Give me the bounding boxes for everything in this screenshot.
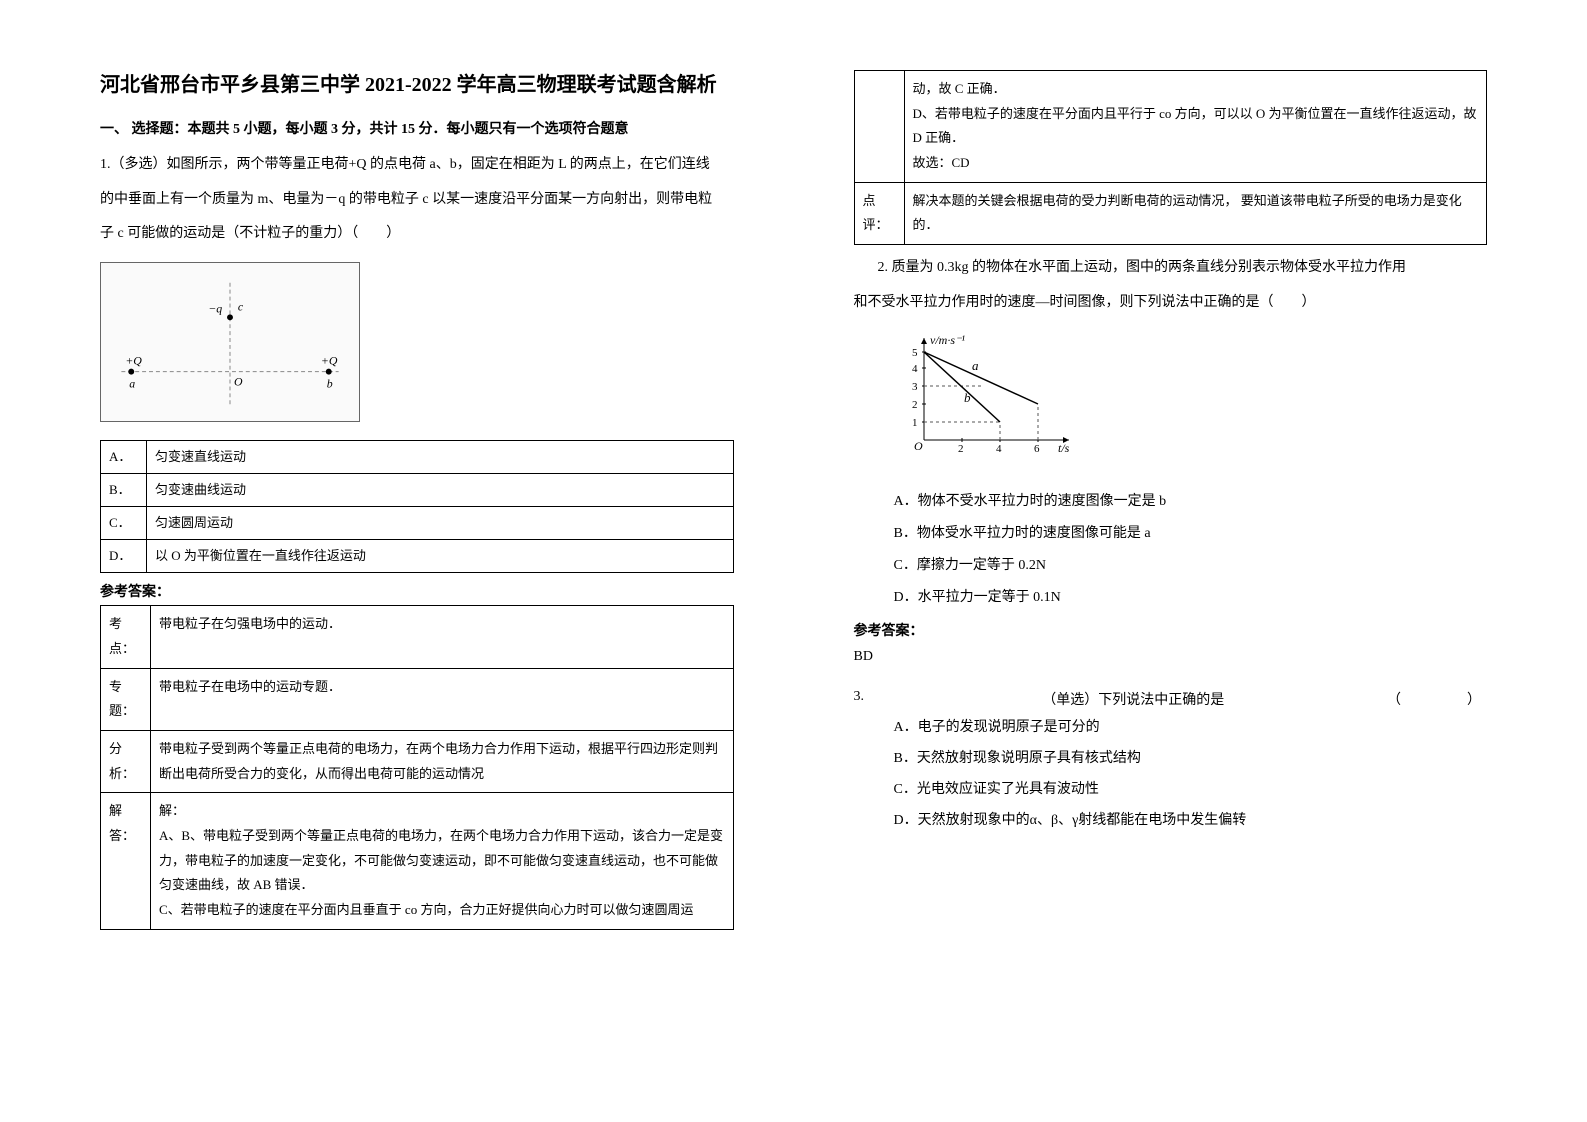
svg-text:O: O [234, 374, 243, 388]
q2-stem-line: 2. 质量为 0.3kg 的物体在水平面上运动，图中的两条直线分别表示物体受水平… [854, 255, 1488, 282]
q2-option: D．水平拉力一定等于 0.1N [894, 586, 1488, 606]
table-row: C．匀速圆周运动 [101, 506, 734, 539]
option-text: 匀变速直线运动 [147, 440, 734, 473]
q3-stem-text: （单选）下列说法中正确的是 [880, 689, 1388, 709]
option-text: 以 O 为平衡位置在一直线作往返运动 [147, 540, 734, 573]
q2-option: A．物体不受水平拉力时的速度图像一定是 b [894, 490, 1488, 510]
section-heading: 一、 选择题：本题共 5 小题，每小题 3 分，共计 15 分．每小题只有一个选… [100, 118, 734, 138]
q2-chart: O v/m·s⁻¹ t/s 1 2 3 4 5 2 4 6 [894, 330, 1084, 460]
q1-analysis-table-cont: 动，故 C 正确． D、若带电粒子的速度在平分面内且平行于 co 方向，可以以 … [854, 70, 1488, 245]
q3-block: 3. （单选）下列说法中正确的是 （ ） A．电子的发现说明原子是可分的 B．天… [854, 689, 1488, 834]
q1-options-table: A．匀变速直线运动 B．匀变速曲线运动 C．匀速圆周运动 D．以 O 为平衡位置… [100, 440, 734, 573]
analysis-label: 点评： [854, 182, 904, 244]
option-label: C． [101, 506, 147, 539]
analysis-text: 带电粒子在匀强电场中的运动． [151, 606, 734, 668]
table-row: 解答： 解： A、B、带电粒子受到两个等量正点电荷的电场力，在两个电场力合力作用… [101, 793, 734, 929]
svg-text:v/m·s⁻¹: v/m·s⁻¹ [930, 333, 965, 347]
analysis-label: 专题： [101, 668, 151, 730]
q1-analysis-table: 考点： 带电粒子在匀强电场中的运动． 专题： 带电粒子在电场中的运动专题． 分析… [100, 605, 734, 930]
table-row: 考点： 带电粒子在匀强电场中的运动． [101, 606, 734, 668]
svg-text:4: 4 [996, 443, 1002, 455]
svg-text:O: O [914, 439, 923, 453]
right-column: 动，故 C 正确． D、若带电粒子的速度在平分面内且平行于 co 方向，可以以 … [794, 0, 1587, 1122]
svg-text:5: 5 [912, 347, 918, 359]
svg-text:b: b [964, 390, 971, 405]
q3-number: 3. [854, 689, 880, 709]
option-text: 匀速圆周运动 [147, 506, 734, 539]
q2-stem-line: 和不受水平拉力作用时的速度—时间图像，则下列说法中正确的是（ ） [854, 290, 1488, 317]
q3-option: A．电子的发现说明原子是可分的 [894, 715, 1488, 740]
option-text: 匀变速曲线运动 [147, 473, 734, 506]
q2-option: C．摩擦力一定等于 0.2N [894, 554, 1488, 574]
q3-bracket: （ ） [1387, 689, 1487, 709]
option-label: B． [101, 473, 147, 506]
q3-options: A．电子的发现说明原子是可分的 B．天然放射现象说明原子具有核式结构 C．光电效… [894, 715, 1488, 834]
svg-text:a: a [972, 358, 979, 373]
answer-heading: 参考答案： [100, 581, 734, 601]
table-row: D．以 O 为平衡位置在一直线作往返运动 [101, 540, 734, 573]
svg-text:2: 2 [958, 443, 964, 455]
svg-text:−q: −q [208, 301, 222, 315]
analysis-label: 分析： [101, 730, 151, 792]
option-label: A． [101, 440, 147, 473]
svg-text:3: 3 [912, 381, 918, 393]
table-row: 动，故 C 正确． D、若带电粒子的速度在平分面内且平行于 co 方向，可以以 … [854, 71, 1487, 183]
table-row: A．匀变速直线运动 [101, 440, 734, 473]
analysis-text: 解决本题的关键会根据电荷的受力判断电荷的运动情况， 要知道该带电粒子所受的电场力… [904, 182, 1487, 244]
q1-figure: +Q a +Q b O −q c [100, 262, 360, 422]
svg-text:b: b [327, 376, 333, 390]
q3-option: C．光电效应证实了光具有波动性 [894, 777, 1488, 802]
q1-stem-line: 子 c 可能做的运动是（不计粒子的重力）（ ） [100, 221, 734, 248]
q2-answer: BD [854, 644, 1488, 671]
svg-text:a: a [129, 376, 135, 390]
analysis-label: 解答： [101, 793, 151, 929]
answer-heading: 参考答案： [854, 620, 1488, 640]
analysis-text: 带电粒子受到两个等量正点电荷的电场力，在两个电场力合力作用下运动，根据平行四边形… [151, 730, 734, 792]
q3-option: D．天然放射现象中的α、β、γ射线都能在电场中发生偏转 [894, 808, 1488, 833]
q2-option: B．物体受水平拉力时的速度图像可能是 a [894, 522, 1488, 542]
option-label: D． [101, 540, 147, 573]
svg-text:+Q: +Q [125, 353, 142, 367]
table-row: 点评： 解决本题的关键会根据电荷的受力判断电荷的运动情况， 要知道该带电粒子所受… [854, 182, 1487, 244]
table-row: 专题： 带电粒子在电场中的运动专题． [101, 668, 734, 730]
analysis-text: 带电粒子在电场中的运动专题． [151, 668, 734, 730]
svg-text:1: 1 [912, 417, 918, 429]
analysis-label [854, 71, 904, 183]
analysis-text: 解： A、B、带电粒子受到两个等量正点电荷的电场力，在两个电场力合力作用下运动，… [151, 793, 734, 929]
page-title: 河北省邢台市平乡县第三中学 2021-2022 学年高三物理联考试题含解析 [100, 70, 734, 100]
analysis-text: 动，故 C 正确． D、若带电粒子的速度在平分面内且平行于 co 方向，可以以 … [904, 71, 1487, 183]
q1-stem-line: 1.（多选）如图所示，两个带等量正电荷+Q 的点电荷 a、b，固定在相距为 L … [100, 152, 734, 179]
svg-text:4: 4 [912, 363, 918, 375]
left-column: 河北省邢台市平乡县第三中学 2021-2022 学年高三物理联考试题含解析 一、… [0, 0, 794, 1122]
svg-text:c: c [238, 299, 244, 313]
q3-option: B．天然放射现象说明原子具有核式结构 [894, 746, 1488, 771]
svg-text:6: 6 [1034, 443, 1040, 455]
analysis-label: 考点： [101, 606, 151, 668]
table-row: B．匀变速曲线运动 [101, 473, 734, 506]
table-row: 分析： 带电粒子受到两个等量正点电荷的电场力，在两个电场力合力作用下运动，根据平… [101, 730, 734, 792]
svg-text:2: 2 [912, 399, 918, 411]
svg-text:+Q: +Q [321, 353, 338, 367]
svg-text:t/s: t/s [1058, 441, 1070, 455]
q1-stem-line: 的中垂面上有一个质量为 m、电量为－q 的带电粒子 c 以某一速度沿平分面某一方… [100, 187, 734, 214]
